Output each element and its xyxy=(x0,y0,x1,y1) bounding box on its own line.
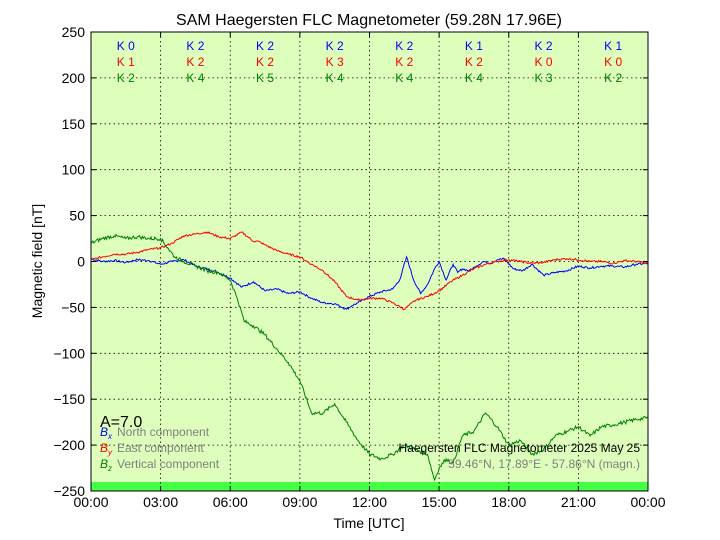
k-index-label: K 2 xyxy=(117,71,135,85)
legend-label: North component xyxy=(117,425,210,439)
k-index-label: K 4 xyxy=(186,71,204,85)
k-index-label: K 5 xyxy=(256,71,274,85)
y-tick-label: −50 xyxy=(61,299,85,315)
k-index-label: K 0 xyxy=(604,55,622,69)
k-index-label: K 0 xyxy=(117,39,135,53)
y-tick-label: 100 xyxy=(62,162,86,178)
legend-symbol: B xyxy=(100,441,108,455)
k-index-label: K 1 xyxy=(465,39,483,53)
x-tick-label: 21:00 xyxy=(561,494,596,510)
k-index-label: K 3 xyxy=(535,71,553,85)
legend-symbol: B xyxy=(100,425,108,439)
legend-subscript: z xyxy=(107,464,112,473)
y-axis-label: Magnetic field [nT] xyxy=(29,204,45,318)
k-index-label: K 2 xyxy=(256,55,274,69)
y-tick-label: 150 xyxy=(62,116,86,132)
info-line-1: Haegersten FLC Magnetometer 2025 May 25 xyxy=(399,441,641,455)
x-tick-label: 00:00 xyxy=(73,494,108,510)
legend-subscript: x xyxy=(107,432,113,441)
k-index-label: K 4 xyxy=(395,71,413,85)
series-line-east-component xyxy=(90,231,649,311)
k-index-label: K 2 xyxy=(186,55,204,69)
x-tick-label: 03:00 xyxy=(143,494,178,510)
k-index-label: K 4 xyxy=(326,71,344,85)
x-tick-label: 09:00 xyxy=(282,494,317,510)
k-index-label: K 2 xyxy=(604,71,622,85)
k-index-label: K 1 xyxy=(117,55,135,69)
y-tick-label: −200 xyxy=(53,437,85,453)
legend-label: East component xyxy=(117,441,204,455)
series-line-north-component xyxy=(90,255,649,310)
k-index-grid: K 0 K 2 K 2 K 2 K 2 K 1 K 2 K 1 K 1 K 2 K 2 K 3 K 2 K… xyxy=(117,39,623,85)
y-tick-label: 0 xyxy=(77,254,85,270)
info-line-2: 59.46°N, 17.89°E - 57.86°N (magn.) xyxy=(448,457,640,471)
legend-symbol: B xyxy=(100,457,108,471)
axes: 00:00 03:00 06:00 09:00 12:00 15:00 18:00 21:00… xyxy=(53,24,665,510)
y-tick-label: 50 xyxy=(69,208,85,224)
grid xyxy=(91,32,648,491)
k-index-label: K 3 xyxy=(326,55,344,69)
y-tick-label: −100 xyxy=(53,345,85,361)
a-index-value: A=7.0 xyxy=(100,414,142,431)
y-tick-label: −150 xyxy=(53,391,85,407)
k-index-label: K 2 xyxy=(395,39,413,53)
k-index-label: K 2 xyxy=(326,39,344,53)
x-tick-label: 18:00 xyxy=(491,494,526,510)
x-tick-label: 00:00 xyxy=(630,494,665,510)
k-index-label: K 2 xyxy=(256,39,274,53)
series-lines xyxy=(90,231,649,482)
y-tick-label: 250 xyxy=(62,24,86,40)
y-tick-label: 200 xyxy=(62,70,86,86)
legend-label: Vertical component xyxy=(117,457,220,471)
chart-title: SAM Haegersten FLC Magnetometer (59.28N … xyxy=(176,12,562,29)
k-index-label: K 2 xyxy=(465,55,483,69)
series-line-vertical-component xyxy=(90,233,649,482)
k-index-label: K 1 xyxy=(604,39,622,53)
k-index-label: K 4 xyxy=(465,71,483,85)
x-tick-label: 15:00 xyxy=(422,494,457,510)
k-index-label: K 2 xyxy=(535,39,553,53)
x-tick-label: 06:00 xyxy=(213,494,248,510)
y-tick-label: −250 xyxy=(53,483,85,499)
k-index-label: K 2 xyxy=(395,55,413,69)
x-tick-label: 12:00 xyxy=(352,494,387,510)
k-index-label: K 0 xyxy=(535,55,553,69)
x-axis-label: Time [UTC] xyxy=(333,515,404,531)
legend-subscript: y xyxy=(107,448,113,457)
k-index-label: K 2 xyxy=(186,39,204,53)
